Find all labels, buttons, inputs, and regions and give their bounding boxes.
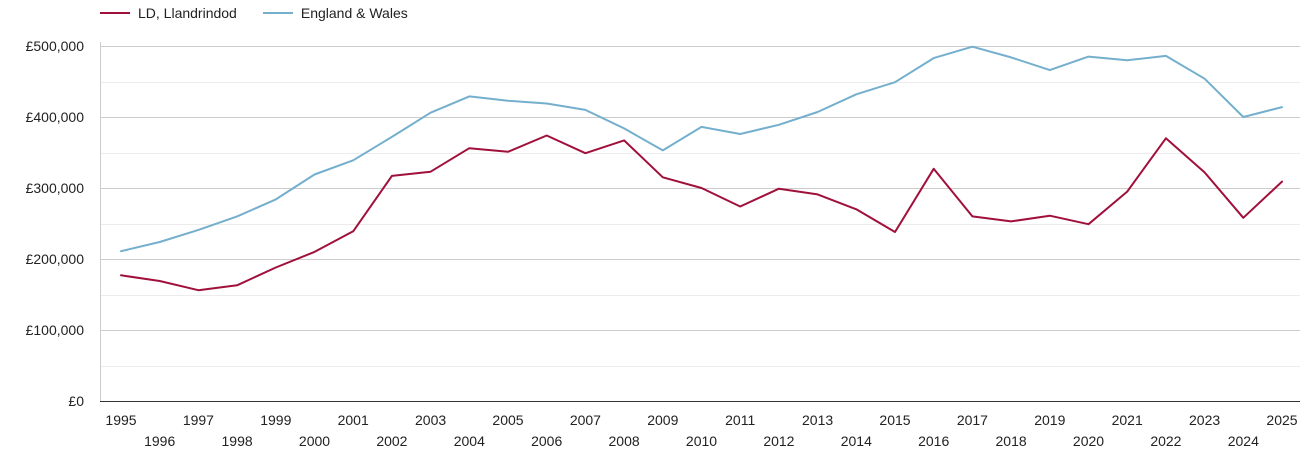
legend-swatch-england-wales [262, 12, 293, 14]
x-tick-label: 2022 [1150, 433, 1181, 449]
x-tick-label: 2016 [918, 433, 949, 449]
x-tick-label: 2011 [725, 412, 755, 428]
x-tick-label: 2001 [338, 412, 369, 428]
axes [100, 42, 1300, 402]
x-tick-label: 2006 [531, 433, 562, 449]
series-lines [120, 45, 1283, 292]
x-tick-label: 2014 [841, 433, 872, 449]
x-tick-label: 2017 [957, 412, 988, 428]
x-tick-label: 2013 [802, 412, 833, 428]
x-tick-label: 2023 [1189, 412, 1220, 428]
x-tick-label: 2012 [763, 433, 794, 449]
x-tick-label: 2021 [1112, 412, 1143, 428]
y-axis-tick-labels: £0 £100,000 £200,000 £300,000 £400,000 £500,0… [26, 38, 85, 409]
x-tick-label: 2000 [299, 433, 330, 449]
series-line-england-wales [120, 45, 1283, 253]
x-tick-label: 1999 [260, 412, 291, 428]
x-axis-tick-labels: 1995 1996 1997 1998 1999 2000 2001 2002 2003 2004… [105, 412, 1297, 449]
x-tick-label: 2020 [1073, 433, 1104, 449]
y-tick-label: £500,000 [26, 38, 85, 54]
y-tick-label: £400,000 [26, 109, 85, 125]
legend-label-ld-llandrindod: LD, Llandrindod [138, 5, 237, 21]
x-tick-label: 1995 [105, 412, 136, 428]
x-tick-label: 2010 [686, 433, 717, 449]
y-tick-label: £300,000 [26, 180, 85, 196]
x-tick-label: 2007 [570, 412, 601, 428]
x-tick-label: 1998 [222, 433, 253, 449]
x-tick-label: 2015 [879, 412, 910, 428]
chart-legend: LD, Llandrindod England & Wales [100, 3, 434, 23]
legend-item-ld-llandrindod[interactable]: LD, Llandrindod [100, 5, 237, 21]
x-tick-label: 2024 [1228, 433, 1259, 449]
x-tick-label: 2025 [1266, 412, 1297, 428]
x-tick-label: 2019 [1034, 412, 1065, 428]
legend-swatch-ld-llandrindod [100, 12, 130, 14]
x-tick-label: 2008 [609, 433, 640, 449]
grid-lines [100, 46, 1300, 367]
y-tick-label: £100,000 [26, 322, 85, 338]
x-tick-label: 2004 [454, 433, 485, 449]
x-tick-label: 2009 [647, 412, 678, 428]
legend-item-england-wales[interactable]: England & Wales [262, 5, 408, 21]
legend-label-england-wales: England & Wales [300, 5, 408, 21]
x-tick-label: 1996 [144, 433, 175, 449]
y-tick-label: £200,000 [26, 251, 85, 267]
x-tick-label: 2003 [415, 412, 446, 428]
x-tick-label: 2002 [376, 433, 407, 449]
x-tick-label: 2005 [492, 412, 523, 428]
x-tick-label: 2018 [996, 433, 1027, 449]
y-tick-label: £0 [68, 393, 84, 409]
x-tick-label: 1997 [183, 412, 214, 428]
series-line-ld-llandrindod [120, 134, 1283, 292]
